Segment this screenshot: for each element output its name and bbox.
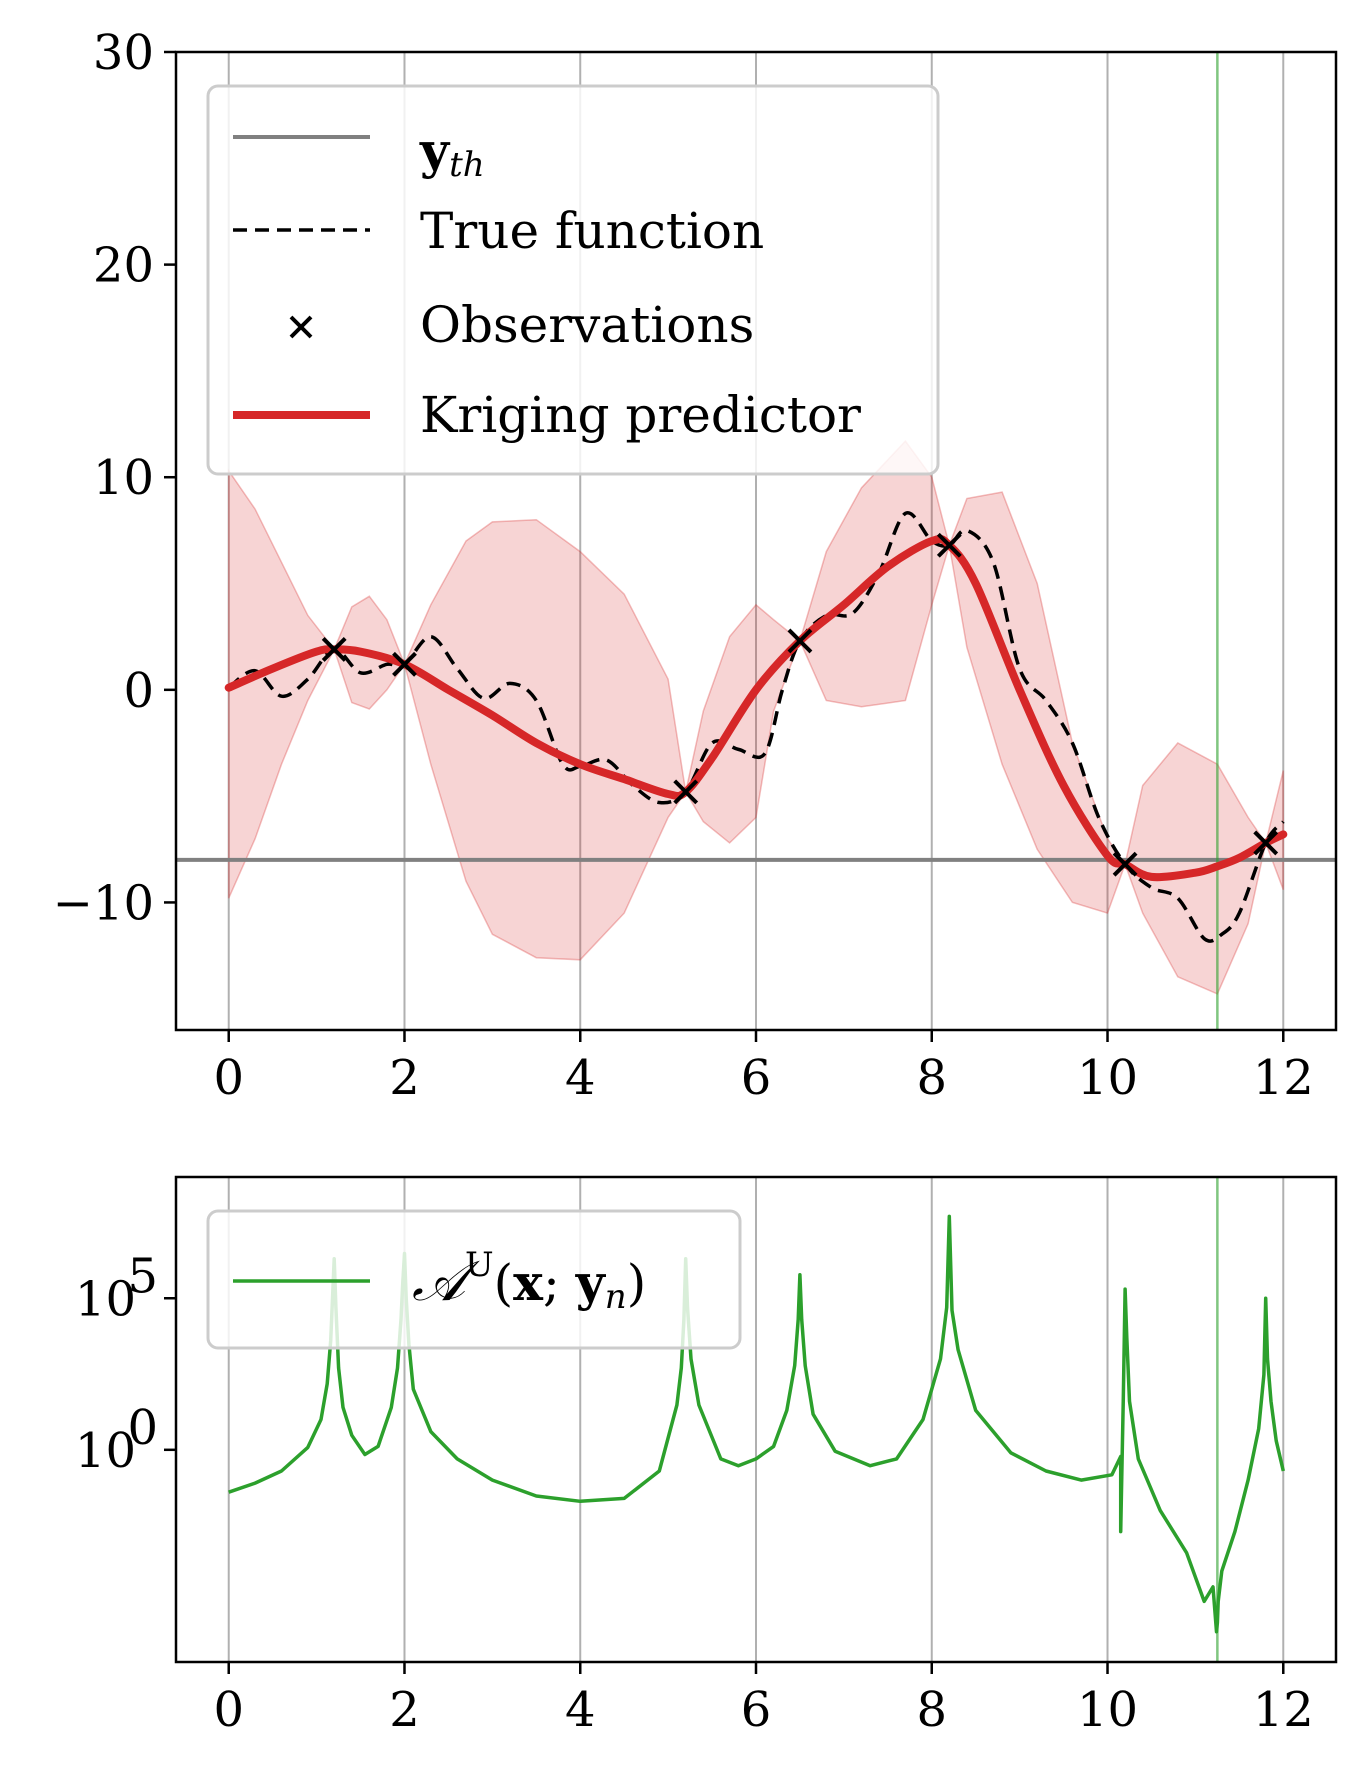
legend-threshold-label: yth	[419, 121, 485, 185]
y-tick-label: 30	[93, 25, 154, 81]
chart1-x-ticks: 0 2 4 6 8 10 12	[213, 1030, 1314, 1106]
y-tick-label: 10	[75, 1423, 136, 1479]
y-tick-exponent: 0	[127, 1400, 158, 1456]
x-tick-label: 2	[389, 1050, 420, 1106]
acquisition-line	[228, 1214, 1286, 1634]
y-tick-label: 0	[123, 663, 154, 719]
observation-markers	[321, 532, 1279, 877]
legend-true-function-label: True function	[420, 202, 764, 260]
x-tick-label: 4	[565, 1050, 596, 1106]
y-tick-exponent: 5	[127, 1248, 158, 1304]
legend-acq-x: x	[513, 1253, 544, 1312]
x-tick-label: 6	[741, 1682, 772, 1738]
x-tick-label: 10	[1077, 1682, 1138, 1738]
chart2-x-ticks: 0 2 4 6 8 10 12	[213, 1662, 1314, 1738]
chart1-legend: yth True function Observations Kriging p…	[206, 84, 940, 476]
x-tick-label: 2	[389, 1682, 420, 1738]
legend-kriging-label: Kriging predictor	[420, 386, 861, 444]
observation-stroke	[321, 637, 347, 662]
legend-acquisition-label: 𝒜U(x; yn)	[412, 1245, 646, 1317]
x-tick-label: 8	[916, 1682, 947, 1738]
observation-marker	[1253, 830, 1279, 856]
observation-marker	[787, 628, 813, 654]
y-tick-label: 10	[75, 1271, 136, 1327]
observation-marker	[936, 532, 962, 558]
x-tick-label: 8	[916, 1050, 947, 1106]
x-tick-label: 12	[1253, 1682, 1314, 1738]
legend-acq-close: )	[627, 1254, 647, 1312]
legend-acq-superscript: U	[465, 1245, 494, 1285]
y-tick-label: 10	[93, 450, 154, 506]
observation-stroke	[289, 315, 313, 339]
x-tick-label: 4	[565, 1682, 596, 1738]
x-tick-label: 0	[213, 1050, 244, 1106]
chart1-legend-box	[206, 84, 940, 476]
legend-observation-marker	[289, 315, 313, 339]
legend-observation-swatch	[289, 315, 313, 339]
legend-threshold-y: y	[419, 121, 451, 180]
legend-threshold-subscript: th	[449, 145, 485, 185]
observation-stroke	[392, 651, 417, 677]
observation-marker	[1112, 851, 1138, 877]
y-tick-label: 20	[93, 238, 154, 294]
confidence-band	[227, 439, 1285, 995]
observation-marker	[392, 651, 417, 677]
observation-stroke	[936, 532, 962, 558]
chart1-y-ticks: −10 0 10 20 30	[53, 25, 176, 931]
x-tick-label: 6	[741, 1050, 772, 1106]
legend-observations-label: Observations	[420, 296, 754, 354]
x-tick-label: 10	[1077, 1050, 1138, 1106]
chart2-legend: 𝒜U(x; yn)	[206, 1209, 742, 1350]
legend-acq-y: y	[575, 1253, 607, 1312]
legend-acq-sep: ;	[543, 1254, 576, 1312]
y-tick-label: −10	[53, 875, 154, 931]
observation-stroke	[673, 779, 699, 805]
observation-marker	[321, 637, 347, 662]
x-tick-label: 0	[213, 1682, 244, 1738]
legend-acq-subscript: n	[605, 1277, 627, 1317]
observation-marker	[673, 779, 699, 805]
observation-stroke	[1112, 851, 1138, 877]
chart2-legend-box	[206, 1209, 742, 1350]
observation-stroke	[1253, 830, 1279, 856]
observation-stroke	[787, 628, 813, 654]
kriging-chart: 0 2 4 6 8 10 12 −10 0 10 20 30 yth True function O…	[53, 25, 1338, 1106]
x-tick-label: 12	[1253, 1050, 1314, 1106]
legend-acq-open: (	[494, 1254, 514, 1312]
